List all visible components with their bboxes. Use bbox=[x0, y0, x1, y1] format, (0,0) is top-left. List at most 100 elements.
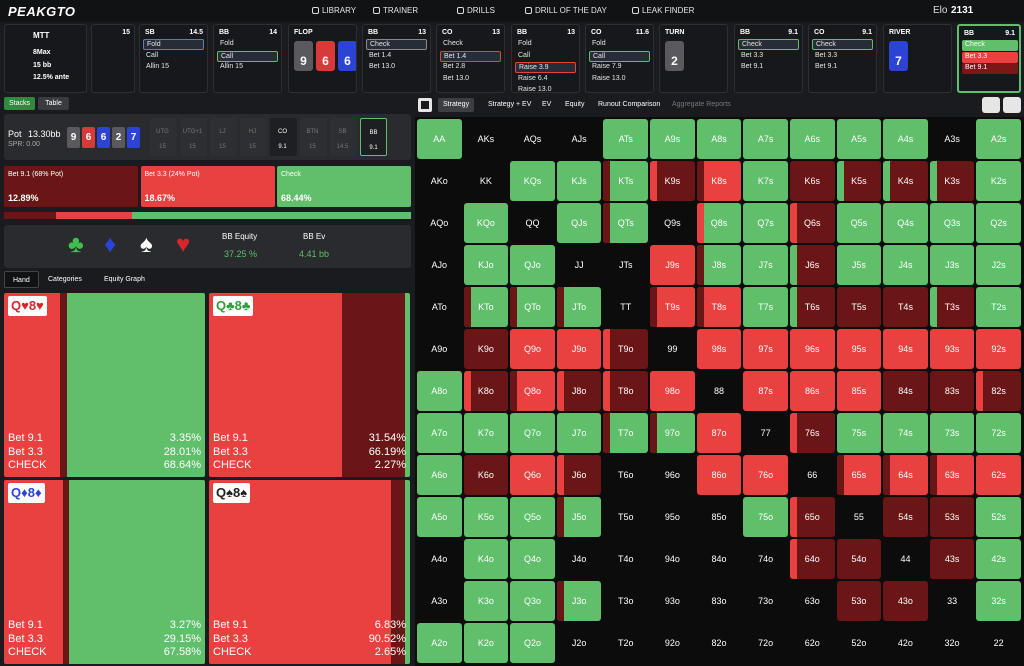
hand-cell[interactable]: J2s bbox=[976, 245, 1021, 285]
hand-cell[interactable]: 32s bbox=[976, 581, 1021, 621]
hand-cell[interactable]: T6o bbox=[603, 455, 649, 495]
hand-cell[interactable]: TT bbox=[603, 287, 649, 327]
hand-cell[interactable]: Q9s bbox=[650, 203, 695, 243]
hand-cell[interactable]: 76s bbox=[789, 413, 835, 453]
action-option[interactable]: Raise 13.0 bbox=[592, 74, 626, 82]
hand-cell[interactable]: 73s bbox=[929, 413, 975, 453]
hand-cell[interactable]: Q2s bbox=[976, 203, 1021, 243]
hand-cell[interactable]: K4s bbox=[883, 161, 928, 201]
hand-cell[interactable]: 66 bbox=[789, 455, 835, 495]
action-option[interactable]: Raise 7.9 bbox=[592, 63, 622, 70]
hand-cell[interactable]: J3s bbox=[929, 245, 975, 285]
action-option[interactable]: Check bbox=[962, 40, 1018, 51]
hand-cell[interactable]: QTs bbox=[603, 203, 649, 243]
hand-cell[interactable]: 54s bbox=[883, 497, 928, 537]
hand-cell[interactable]: 95s bbox=[836, 329, 882, 369]
action-option[interactable]: Bet 1.4 bbox=[440, 50, 501, 62]
action-option[interactable]: Raise 3.9 bbox=[515, 62, 576, 73]
hand-cell[interactable]: 53o bbox=[836, 581, 882, 621]
hand-cell[interactable]: K4o bbox=[463, 539, 509, 579]
hand-cell[interactable]: K8o bbox=[463, 371, 509, 411]
hand-cell[interactable]: 73o bbox=[743, 581, 788, 621]
hand-cell[interactable]: A5s bbox=[836, 119, 882, 159]
hand-cell[interactable]: 43o bbox=[883, 581, 928, 621]
action-option[interactable]: Bet 3.3 bbox=[815, 51, 838, 59]
hand-cell[interactable]: JTs bbox=[603, 245, 649, 285]
hand-cell[interactable]: 82o bbox=[696, 623, 742, 663]
action-box[interactable]: FLOP 9 6 6 bbox=[288, 24, 357, 93]
hand-cell[interactable]: JJ bbox=[556, 245, 602, 285]
hand-cell[interactable]: AKs bbox=[463, 119, 509, 159]
nav-link[interactable]: DRILL OF THE DAY bbox=[535, 6, 607, 15]
hand-cell[interactable]: Q4s bbox=[883, 203, 928, 243]
nav-link[interactable]: LEAK FINDER bbox=[642, 6, 695, 15]
hand-cell[interactable]: 84s bbox=[883, 371, 928, 411]
hand-cell[interactable]: 75o bbox=[743, 497, 788, 537]
hand-cell[interactable]: J4s bbox=[883, 245, 928, 285]
hand-cell[interactable]: J6o bbox=[556, 455, 602, 495]
grid-tab[interactable]: Aggregate Reports bbox=[672, 101, 731, 108]
action-option[interactable]: Bet 2.8 bbox=[443, 63, 466, 70]
hand-cell[interactable]: 74o bbox=[743, 539, 788, 579]
hand-cell[interactable]: 93o bbox=[650, 581, 695, 621]
hand-cell[interactable]: A8o bbox=[417, 371, 462, 411]
hand-cell[interactable]: 94s bbox=[883, 329, 928, 369]
hand-cell[interactable]: 74s bbox=[883, 413, 928, 453]
hand-cell[interactable]: J8s bbox=[696, 245, 742, 285]
action-option[interactable]: Check bbox=[738, 39, 799, 50]
hand-cell[interactable]: K7o bbox=[463, 413, 509, 453]
hand-cell[interactable]: T3s bbox=[929, 287, 975, 327]
hand-cell[interactable]: T4s bbox=[883, 287, 928, 327]
hand-cell[interactable]: T3o bbox=[603, 581, 649, 621]
hand-cell[interactable]: Q6o bbox=[510, 455, 555, 495]
seat[interactable]: BB 9.1 bbox=[360, 118, 387, 156]
hand-cell[interactable]: 93s bbox=[929, 329, 975, 369]
hand-cell[interactable]: Q3s bbox=[929, 203, 975, 243]
hand-cell[interactable]: 83o bbox=[696, 581, 742, 621]
action-box[interactable]: BB 9.1 Check Bet 3.3 Bet 9.1 bbox=[734, 24, 803, 93]
hand-cell[interactable]: JTo bbox=[556, 287, 602, 327]
hand-cell[interactable]: T8o bbox=[603, 371, 649, 411]
action-option[interactable]: Check bbox=[366, 39, 427, 50]
action-option[interactable]: Fold bbox=[518, 40, 532, 47]
action-box[interactable]: TURN 2 bbox=[659, 24, 728, 93]
nav-link[interactable]: LIBRARY bbox=[322, 6, 357, 15]
hand-box[interactable]: Q♥8♥ Bet 9.1 3.35% Bet 3.3 28.01% CHECK 68.64% bbox=[4, 293, 205, 477]
hand-cell[interactable]: 83s bbox=[929, 371, 975, 411]
hand-cell[interactable]: K2s bbox=[976, 161, 1021, 201]
hand-cell[interactable]: QTo bbox=[510, 287, 555, 327]
seat[interactable]: UTG 15 bbox=[150, 118, 177, 156]
hand-cell[interactable]: T6s bbox=[789, 287, 835, 327]
seat[interactable]: UTG+1 15 bbox=[180, 118, 207, 156]
hand-cell[interactable]: A5o bbox=[417, 497, 462, 537]
nav-link-icon[interactable] bbox=[312, 7, 319, 14]
action-box[interactable]: CO 11.6 Fold Call Raise 7.9 Raise 13.0 bbox=[585, 24, 654, 93]
action-box[interactable]: SB 14.5 Fold Call Allin 15 bbox=[139, 24, 208, 93]
hand-cell[interactable]: Q7o bbox=[510, 413, 555, 453]
hand-tab[interactable]: Hand bbox=[4, 271, 39, 288]
hand-cell[interactable]: 86s bbox=[789, 371, 835, 411]
hand-cell[interactable]: QJo bbox=[510, 245, 555, 285]
hand-cell[interactable]: T2o bbox=[603, 623, 649, 663]
hand-cell[interactable]: A6s bbox=[789, 119, 835, 159]
hand-cell[interactable]: Q9o bbox=[510, 329, 555, 369]
hand-cell[interactable]: T5s bbox=[836, 287, 882, 327]
hand-box[interactable]: Q♠8♠ Bet 9.1 6.83% Bet 3.3 90.52% CHECK 2.65% bbox=[209, 480, 410, 664]
hand-cell[interactable]: T9o bbox=[603, 329, 649, 369]
hand-cell[interactable]: T4o bbox=[603, 539, 649, 579]
action-option[interactable]: Call bbox=[589, 50, 650, 62]
action-box[interactable]: BB 14 Fold Call Allin 15 bbox=[213, 24, 282, 93]
seat[interactable]: CO 9.1 bbox=[270, 118, 297, 156]
hand-cell[interactable]: AQo bbox=[417, 203, 462, 243]
action-option[interactable]: Bet 3.3 bbox=[962, 51, 1018, 63]
hand-cell[interactable]: 52s bbox=[976, 497, 1021, 537]
hand-cell[interactable]: Q2o bbox=[510, 623, 555, 663]
hand-box[interactable]: Q♣8♣ Bet 9.1 31.54% Bet 3.3 66.19% CHECK 2.27% bbox=[209, 293, 410, 477]
action-option[interactable]: Allin 15 bbox=[220, 63, 243, 70]
hand-cell[interactable]: AKo bbox=[417, 161, 462, 201]
hand-cell[interactable]: A4s bbox=[883, 119, 928, 159]
hand-cell[interactable]: 95o bbox=[650, 497, 695, 537]
action-option[interactable]: Bet 9.1 bbox=[962, 63, 1018, 74]
action-option[interactable]: Bet 13.0 bbox=[443, 74, 470, 82]
action-option[interactable]: Call bbox=[518, 51, 531, 59]
